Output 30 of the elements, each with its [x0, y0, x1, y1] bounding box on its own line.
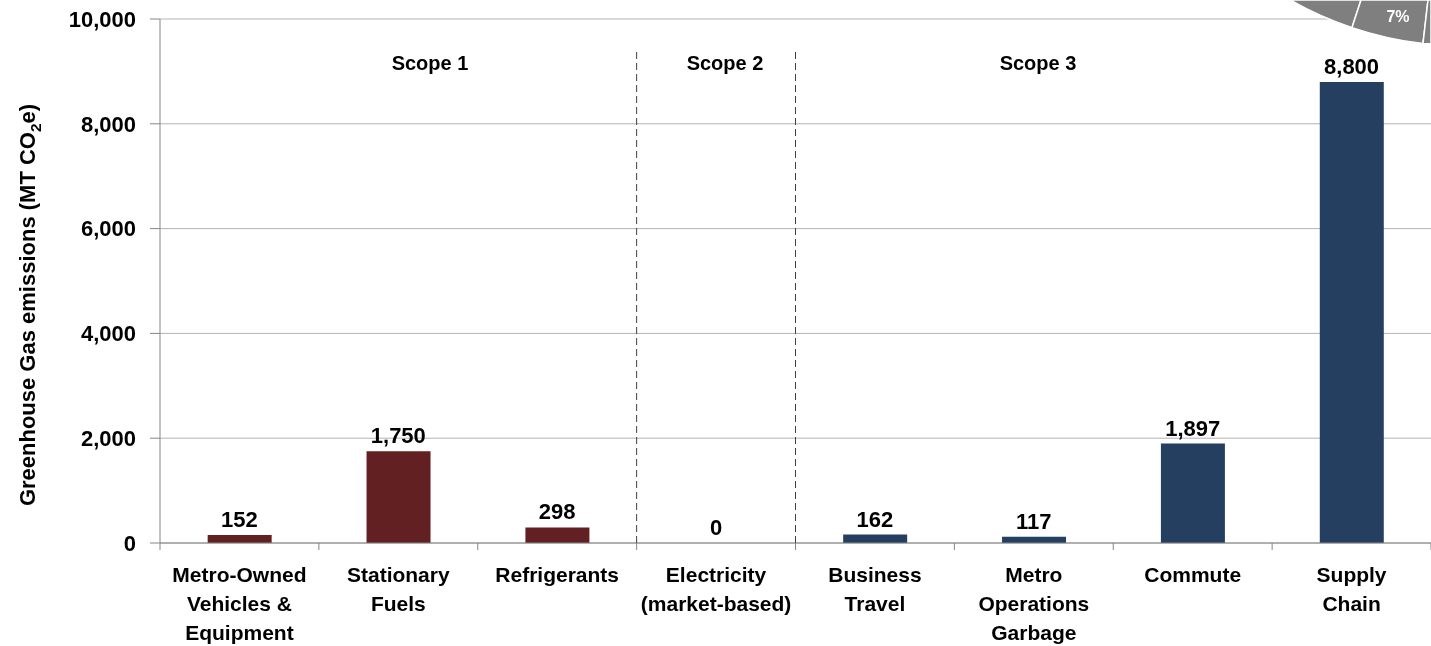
bar: [1319, 81, 1384, 543]
data-label: 152: [221, 507, 258, 533]
bar: [1160, 443, 1225, 543]
data-label: 1,750: [370, 423, 426, 449]
y-tick-label: 10,000: [68, 6, 136, 32]
y-tick-label: 2,000: [80, 426, 136, 452]
x-tick-label: Electricity (market-based): [640, 563, 792, 615]
data-label: 162: [856, 506, 894, 532]
y-tick-label: 4,000: [80, 321, 136, 347]
x-tick-label: Metro Operations Garbage: [978, 563, 1090, 644]
y-tick-label: 0: [123, 530, 136, 556]
annotation: Scope 2: [686, 52, 764, 74]
x-tick-label: Business Travel: [828, 563, 922, 615]
data-label: 117: [1016, 508, 1052, 534]
annotation: Scope 1: [391, 52, 469, 74]
x-tick-label: Refrigerants: [495, 563, 620, 586]
data-label: 8,800: [1324, 53, 1380, 79]
bar: [525, 527, 590, 543]
x-tick-label: Metro-Owned Vehicles & Equipment: [172, 563, 307, 644]
x-tick-label: Stationary Fuels: [346, 563, 450, 615]
x-tick-label: Commute: [1144, 563, 1242, 586]
y-tick-label: 8,000: [80, 111, 136, 137]
bar: [366, 451, 431, 543]
x-tick-label: Supply Chain: [1316, 563, 1387, 615]
data-label: 298: [538, 499, 576, 525]
y-tick-label: 6,000: [80, 216, 136, 242]
annotation: 7%: [1386, 7, 1410, 25]
annotation: Scope 3: [999, 52, 1077, 74]
data-label: 1,897: [1165, 415, 1221, 441]
data-label: 0: [709, 515, 723, 540]
